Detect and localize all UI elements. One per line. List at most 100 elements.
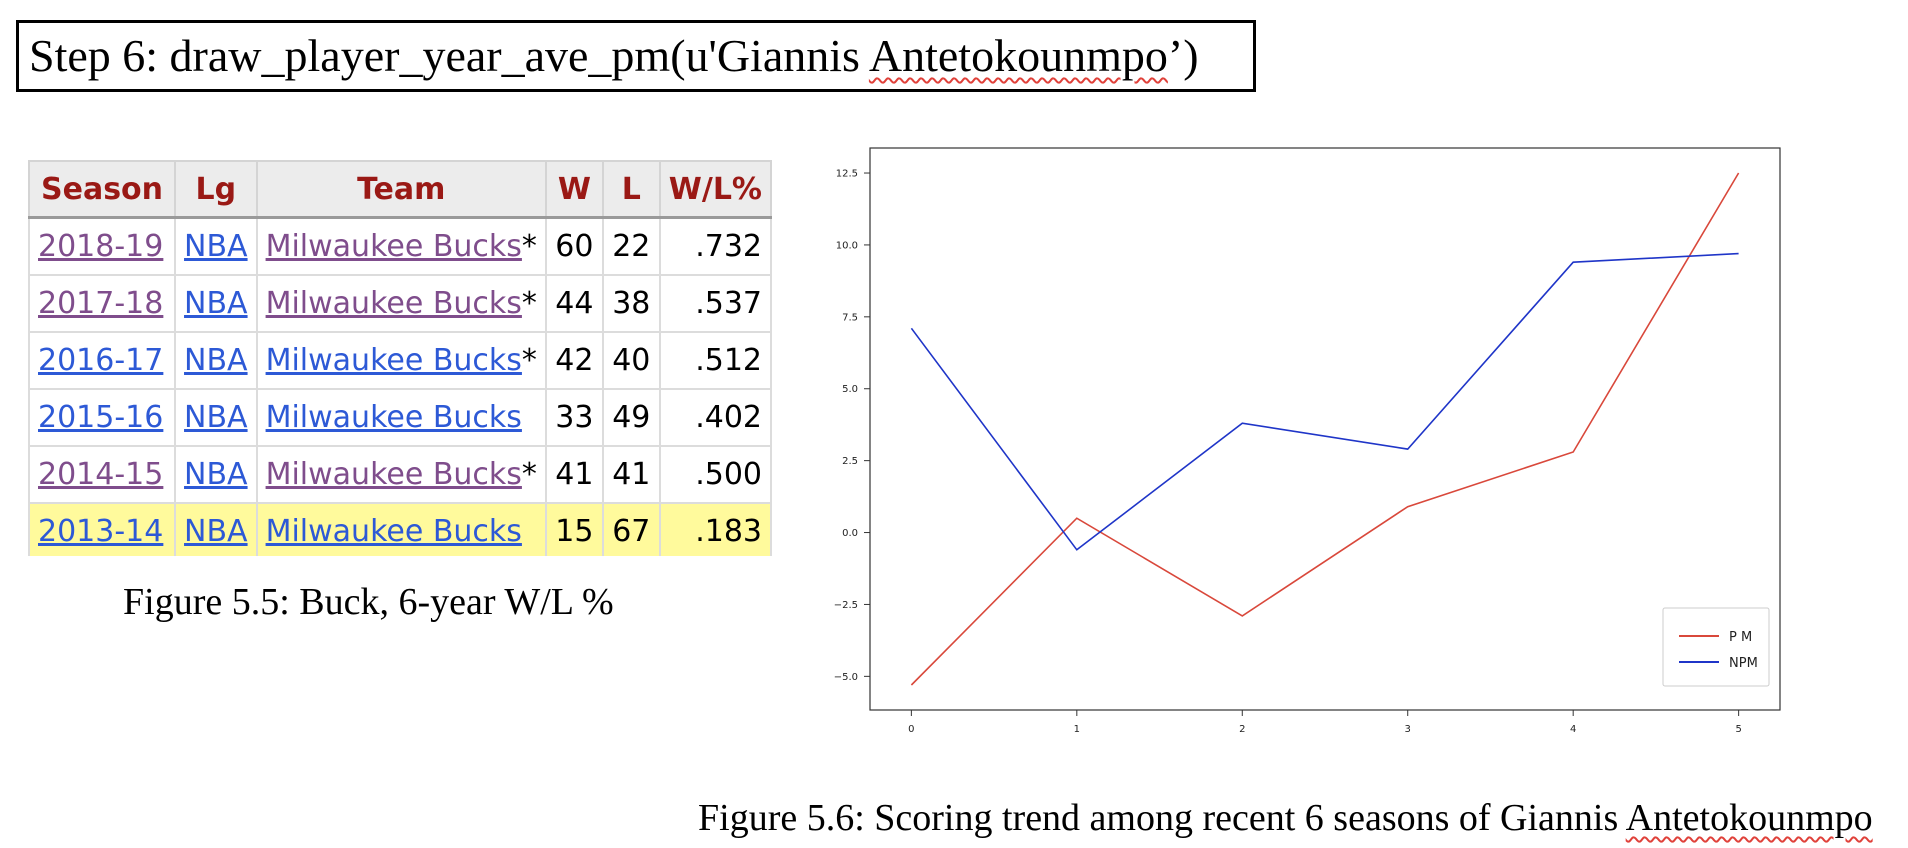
league-cell: NBA: [174, 388, 258, 447]
team-link[interactable]: Milwaukee Bucks: [265, 400, 522, 435]
season-cell: 2017-18: [28, 274, 177, 333]
team-cell: Milwaukee Bucks*: [255, 445, 547, 504]
league-link[interactable]: NBA: [184, 457, 248, 492]
table-row: 2018-19 NBA Milwaukee Bucks* 60 22.732: [28, 216, 772, 276]
wl-pct-cell: .402: [658, 388, 772, 447]
league-cell: NBA: [174, 274, 258, 333]
league-cell: NBA: [174, 502, 258, 556]
playoff-mark: *: [521, 457, 537, 492]
season-link[interactable]: 2016-17: [38, 343, 164, 378]
playoff-mark: *: [521, 286, 537, 321]
league-cell: NBA: [174, 331, 258, 390]
season-cell: 2018-19: [28, 216, 177, 276]
table-caption: Figure 5.5: Buck, 6-year W/L %: [123, 581, 614, 623]
losses-cell: 38: [601, 274, 661, 333]
x-tick-label: 4: [1570, 724, 1576, 735]
y-tick-label: 0.0: [842, 528, 858, 539]
wins-cell: 41: [544, 445, 604, 504]
team-link[interactable]: Milwaukee Bucks: [265, 343, 522, 378]
league-link[interactable]: NBA: [184, 229, 248, 264]
x-tick-label: 3: [1405, 724, 1411, 735]
wins-cell: 42: [544, 331, 604, 390]
wins-cell: 15: [544, 502, 604, 556]
losses-cell: 40: [601, 331, 661, 390]
losses-cell: 49: [601, 388, 661, 447]
season-cell: 2014-15: [28, 445, 177, 504]
wl-pct-cell: .500: [658, 445, 772, 504]
y-tick-label: 5.0: [842, 384, 858, 395]
table-row: 2014-15 NBA Milwaukee Bucks* 41 41.500: [28, 445, 772, 504]
x-tick-label: 5: [1735, 724, 1741, 735]
series-line-npm: [910, 252, 1739, 551]
season-cell: 2015-16: [28, 388, 177, 447]
table-row: 2013-14 NBA Milwaukee Bucks 15 67.183: [28, 502, 772, 556]
losses-cell: 22: [601, 216, 661, 276]
league-cell: NBA: [174, 445, 258, 504]
wl-table: Season Lg Team W L W/L% 2018-19 NBA Milwau…: [28, 160, 772, 556]
chart-caption-prefix: Figure 5.6: Scoring trend among recent 6…: [698, 797, 1626, 839]
league-link[interactable]: NBA: [184, 286, 248, 321]
team-link[interactable]: Milwaukee Bucks: [265, 514, 522, 549]
team-cell: Milwaukee Bucks: [255, 388, 547, 447]
wl-pct-cell: .512: [658, 331, 772, 390]
wl-pct-cell: .183: [658, 502, 772, 556]
team-cell: Milwaukee Bucks: [255, 502, 547, 556]
chart: −5.0 −2.5 0.0 2.5 5.0 7.5 10.0 12.5 0 1 2 3 4 5 P M NPM: [820, 140, 1790, 745]
table-row: 2015-16 NBA Milwaukee Bucks 33 49.402: [28, 388, 772, 447]
league-link[interactable]: NBA: [184, 400, 248, 435]
step-heading-suffix: ’): [1167, 30, 1199, 81]
legend-label: P M: [1729, 630, 1752, 645]
wl-pct-cell: .732: [658, 216, 772, 276]
losses-cell: 41: [601, 445, 661, 504]
series-line-pm: [910, 172, 1740, 686]
league-link[interactable]: NBA: [184, 343, 248, 378]
x-tick-label: 0: [908, 724, 914, 735]
team-cell: Milwaukee Bucks*: [255, 331, 547, 390]
step-heading: Step 6: draw_player_year_ave_pm(u'Gianni…: [16, 20, 1256, 92]
column-header-wl-pct[interactable]: W/L%: [658, 160, 772, 219]
season-link[interactable]: 2015-16: [38, 400, 164, 435]
legend-label: NPM: [1729, 656, 1758, 671]
league-link[interactable]: NBA: [184, 514, 248, 549]
wl-pct-cell: .537: [658, 274, 772, 333]
y-tick-label: 12.5: [836, 169, 858, 180]
wl-table-container: Season Lg Team W L W/L% 2018-19 NBA Milwau…: [28, 160, 772, 556]
season-cell: 2016-17: [28, 331, 177, 390]
step-heading-prefix: Step 6: draw_player_year_ave_pm(u'Gianni…: [29, 30, 869, 81]
x-tick-label: 2: [1239, 724, 1245, 735]
plot-frame: [869, 147, 1781, 711]
playoff-mark: *: [521, 229, 537, 264]
y-tick-label: −2.5: [834, 600, 858, 611]
table-row: 2016-17 NBA Milwaukee Bucks* 42 40.512: [28, 331, 772, 390]
wins-cell: 33: [544, 388, 604, 447]
team-link[interactable]: Milwaukee Bucks: [265, 286, 522, 321]
season-cell: 2013-14: [28, 502, 177, 556]
season-link[interactable]: 2018-19: [38, 229, 164, 264]
team-cell: Milwaukee Bucks*: [255, 274, 547, 333]
team-link[interactable]: Milwaukee Bucks: [265, 229, 522, 264]
league-cell: NBA: [174, 216, 258, 276]
table-header-row: Season Lg Team W L W/L%: [28, 160, 772, 219]
team-cell: Milwaukee Bucks*: [255, 216, 547, 276]
column-header-season[interactable]: Season: [28, 160, 177, 219]
column-header-lg[interactable]: Lg: [174, 160, 258, 219]
wins-cell: 60: [544, 216, 604, 276]
wins-cell: 44: [544, 274, 604, 333]
season-link[interactable]: 2014-15: [38, 457, 164, 492]
season-link[interactable]: 2017-18: [38, 286, 164, 321]
column-header-w[interactable]: W: [544, 160, 604, 219]
chart-svg: −5.0 −2.5 0.0 2.5 5.0 7.5 10.0 12.5 0 1 2 3 4 5 P M NPM: [834, 147, 1781, 735]
team-link[interactable]: Milwaukee Bucks: [265, 457, 522, 492]
x-tick-label: 1: [1074, 724, 1080, 735]
legend-box: [1662, 607, 1770, 687]
step-heading-name: Antetokounmpo: [868, 30, 1168, 81]
season-link[interactable]: 2013-14: [38, 514, 164, 549]
losses-cell: 67: [601, 502, 661, 556]
table-row: 2017-18 NBA Milwaukee Bucks* 44 38.537: [28, 274, 772, 333]
chart-caption-name: Antetokounmpo: [1625, 797, 1873, 839]
y-tick-label: 2.5: [842, 456, 858, 467]
column-header-l[interactable]: L: [601, 160, 661, 219]
chart-caption: Figure 5.6: Scoring trend among recent 6…: [698, 796, 1873, 840]
y-tick-label: 10.0: [836, 240, 858, 251]
column-header-team[interactable]: Team: [255, 160, 547, 219]
